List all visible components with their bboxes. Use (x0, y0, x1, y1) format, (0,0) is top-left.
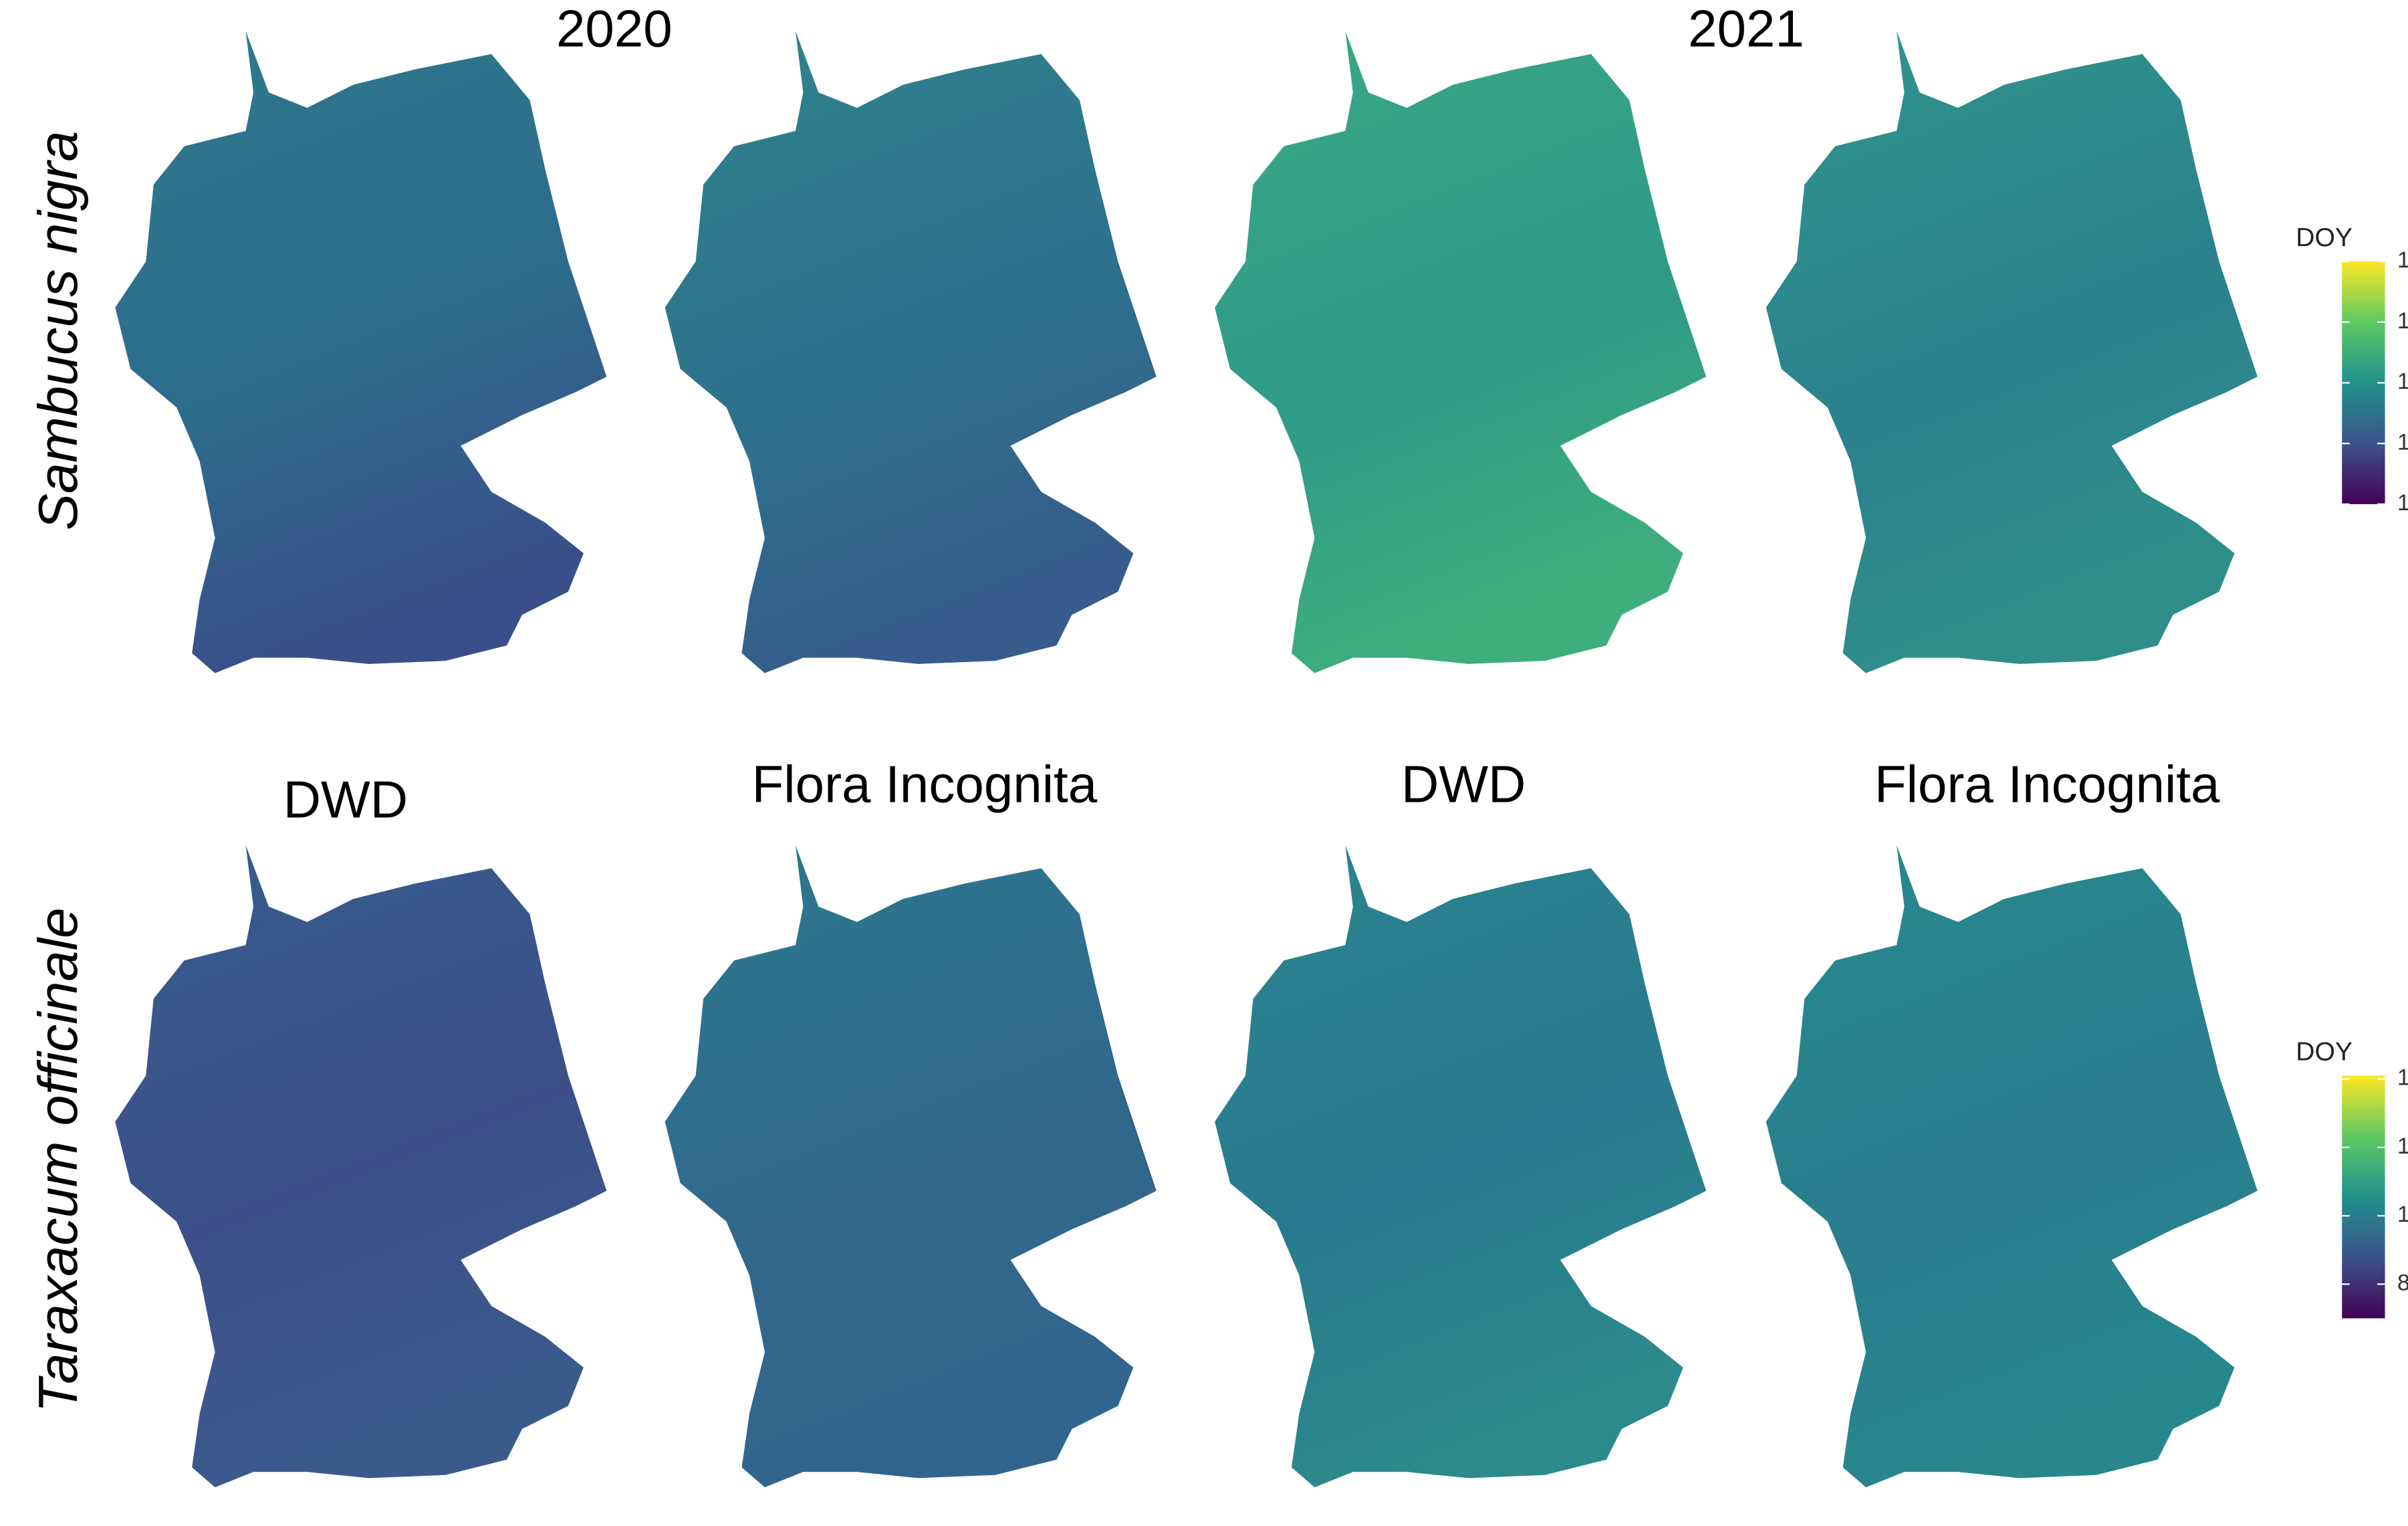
year-header: 2021 (1688, 0, 1804, 58)
source-header: Flora Incognita (1875, 755, 2220, 814)
map (665, 845, 1157, 1488)
colorbar-tick-label: 80 (2397, 1270, 2408, 1295)
map (1766, 31, 2258, 673)
row-label: Sambucus nigra (27, 131, 89, 531)
map (1215, 31, 1707, 673)
source-header: Flora Incognita (752, 755, 1098, 814)
legend-title: DOY (2296, 223, 2353, 252)
colorbar-tick-label: 190 (2397, 247, 2408, 273)
colorbar-tick-label: 150 (2397, 369, 2408, 395)
colorbar-tick-label: 170 (2397, 308, 2408, 334)
map (1766, 845, 2258, 1488)
source-header: DWD (1401, 755, 1526, 814)
colorbar-tick-label: 100 (2397, 1202, 2408, 1227)
colorbar-tick-label: 120 (2397, 1133, 2408, 1159)
map (115, 31, 607, 673)
map (1215, 845, 1707, 1488)
colorbar-tick-label: 140 (2397, 1065, 2408, 1091)
colorbar-tick-label: 110 (2397, 490, 2408, 516)
legend-title: DOY (2296, 1038, 2353, 1067)
colorbar-tick-label: 130 (2397, 429, 2408, 455)
row-label: Taraxacum officinale (27, 907, 89, 1412)
map (665, 31, 1157, 673)
map (115, 845, 607, 1488)
year-header: 2020 (556, 0, 673, 58)
source-header: DWD (283, 770, 408, 829)
colorbar (2342, 1075, 2385, 1319)
